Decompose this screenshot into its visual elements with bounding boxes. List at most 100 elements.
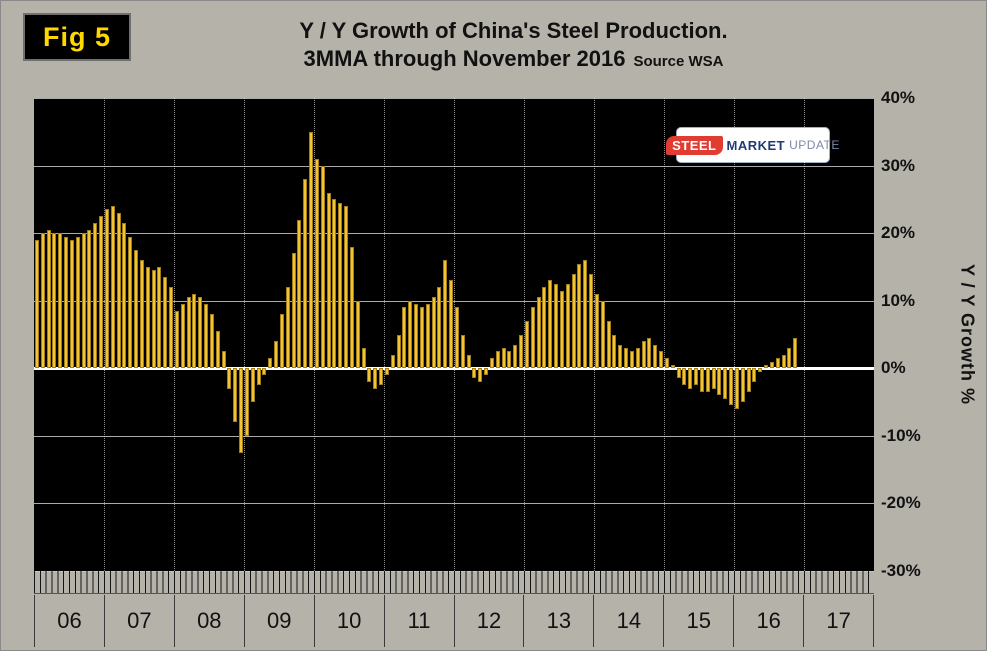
bar <box>239 368 244 453</box>
bar <box>449 280 454 369</box>
bar <box>279 314 284 369</box>
bar <box>618 344 623 369</box>
y-tick-label: 30% <box>881 155 916 175</box>
bar <box>139 260 144 369</box>
bar <box>484 368 489 376</box>
year-cell: 09 <box>243 595 314 647</box>
bar <box>752 368 757 382</box>
bar <box>460 334 465 369</box>
bar <box>787 348 792 369</box>
chart-title: Y / Y Growth of China's Steel Production… <box>299 18 728 43</box>
bar <box>670 364 675 369</box>
bar <box>711 368 716 389</box>
year-label: 08 <box>197 608 222 633</box>
gridline-v <box>594 98 595 571</box>
bar <box>309 131 314 369</box>
bar <box>699 368 704 392</box>
gridline-v <box>734 98 735 571</box>
y-tick-label: 20% <box>881 223 916 243</box>
plot-area: STEEL MARKET UPDATE <box>34 98 874 572</box>
bar <box>653 344 658 369</box>
bar <box>163 277 168 369</box>
bar <box>384 368 389 376</box>
bar <box>361 348 366 369</box>
y-axis-title: Y / Y Growth % <box>957 263 978 406</box>
figure-number-label: Fig 5 <box>42 21 111 52</box>
bar <box>536 297 541 369</box>
bar <box>151 270 156 369</box>
bar <box>58 233 63 369</box>
bar <box>775 358 780 369</box>
bar <box>174 310 179 369</box>
bar <box>414 304 419 369</box>
chart-subtitle-text: 3MMA through November 2016 <box>303 45 626 71</box>
bar <box>443 260 448 369</box>
bar <box>157 266 162 369</box>
bar <box>694 368 699 386</box>
bar <box>659 351 664 369</box>
x-axis-year-labels: 06 07 08 09 10 11 12 13 14 15 16 17 <box>34 595 875 647</box>
year-label: 14 <box>616 608 642 633</box>
bar <box>116 212 121 369</box>
bar <box>221 351 226 369</box>
bar <box>186 297 191 369</box>
year-cell: 17 <box>803 595 875 647</box>
bar <box>717 368 722 396</box>
bar <box>75 236 80 369</box>
bar <box>507 351 512 369</box>
bar <box>367 368 372 382</box>
year-cell: 10 <box>313 595 384 647</box>
gridline-v <box>664 98 665 571</box>
bar <box>676 368 681 379</box>
bar <box>344 206 349 369</box>
bar <box>478 368 483 382</box>
bar <box>769 361 774 369</box>
x-axis-tick-strip <box>34 571 874 594</box>
bar <box>729 368 734 406</box>
bar <box>52 233 57 369</box>
bar <box>128 236 133 369</box>
bar <box>431 297 436 369</box>
bar <box>256 368 261 386</box>
bar <box>122 223 127 369</box>
y-tick-label: 0% <box>881 358 906 378</box>
bar <box>705 368 710 392</box>
bar <box>93 223 98 369</box>
bar <box>437 287 442 369</box>
bar <box>629 351 634 369</box>
bar <box>145 266 150 369</box>
year-label: 15 <box>686 608 711 633</box>
bar <box>513 344 518 369</box>
bar <box>489 358 494 369</box>
bar <box>612 334 617 369</box>
bar <box>641 341 646 369</box>
bar <box>180 304 185 369</box>
bar <box>40 233 45 369</box>
bar <box>338 202 343 369</box>
bar <box>501 348 506 369</box>
year-label: 17 <box>826 608 851 633</box>
bar <box>577 263 582 369</box>
bar <box>303 179 308 369</box>
bar <box>379 368 384 386</box>
bar <box>314 158 319 369</box>
bar <box>262 368 267 376</box>
bar <box>542 287 547 369</box>
y-tick-label: -20% <box>881 493 921 513</box>
bar <box>635 348 640 369</box>
bar <box>530 307 535 369</box>
year-label: 09 <box>266 608 292 633</box>
gridline-v <box>524 98 525 571</box>
year-cell: 12 <box>453 595 524 647</box>
bar <box>285 287 290 369</box>
bar <box>466 354 471 369</box>
bar <box>104 209 109 369</box>
bar <box>495 351 500 369</box>
bar <box>606 320 611 369</box>
bar <box>793 337 798 369</box>
bar <box>734 368 739 409</box>
bar <box>402 307 407 369</box>
bar <box>758 368 763 372</box>
bar <box>624 348 629 369</box>
bar <box>688 368 693 389</box>
